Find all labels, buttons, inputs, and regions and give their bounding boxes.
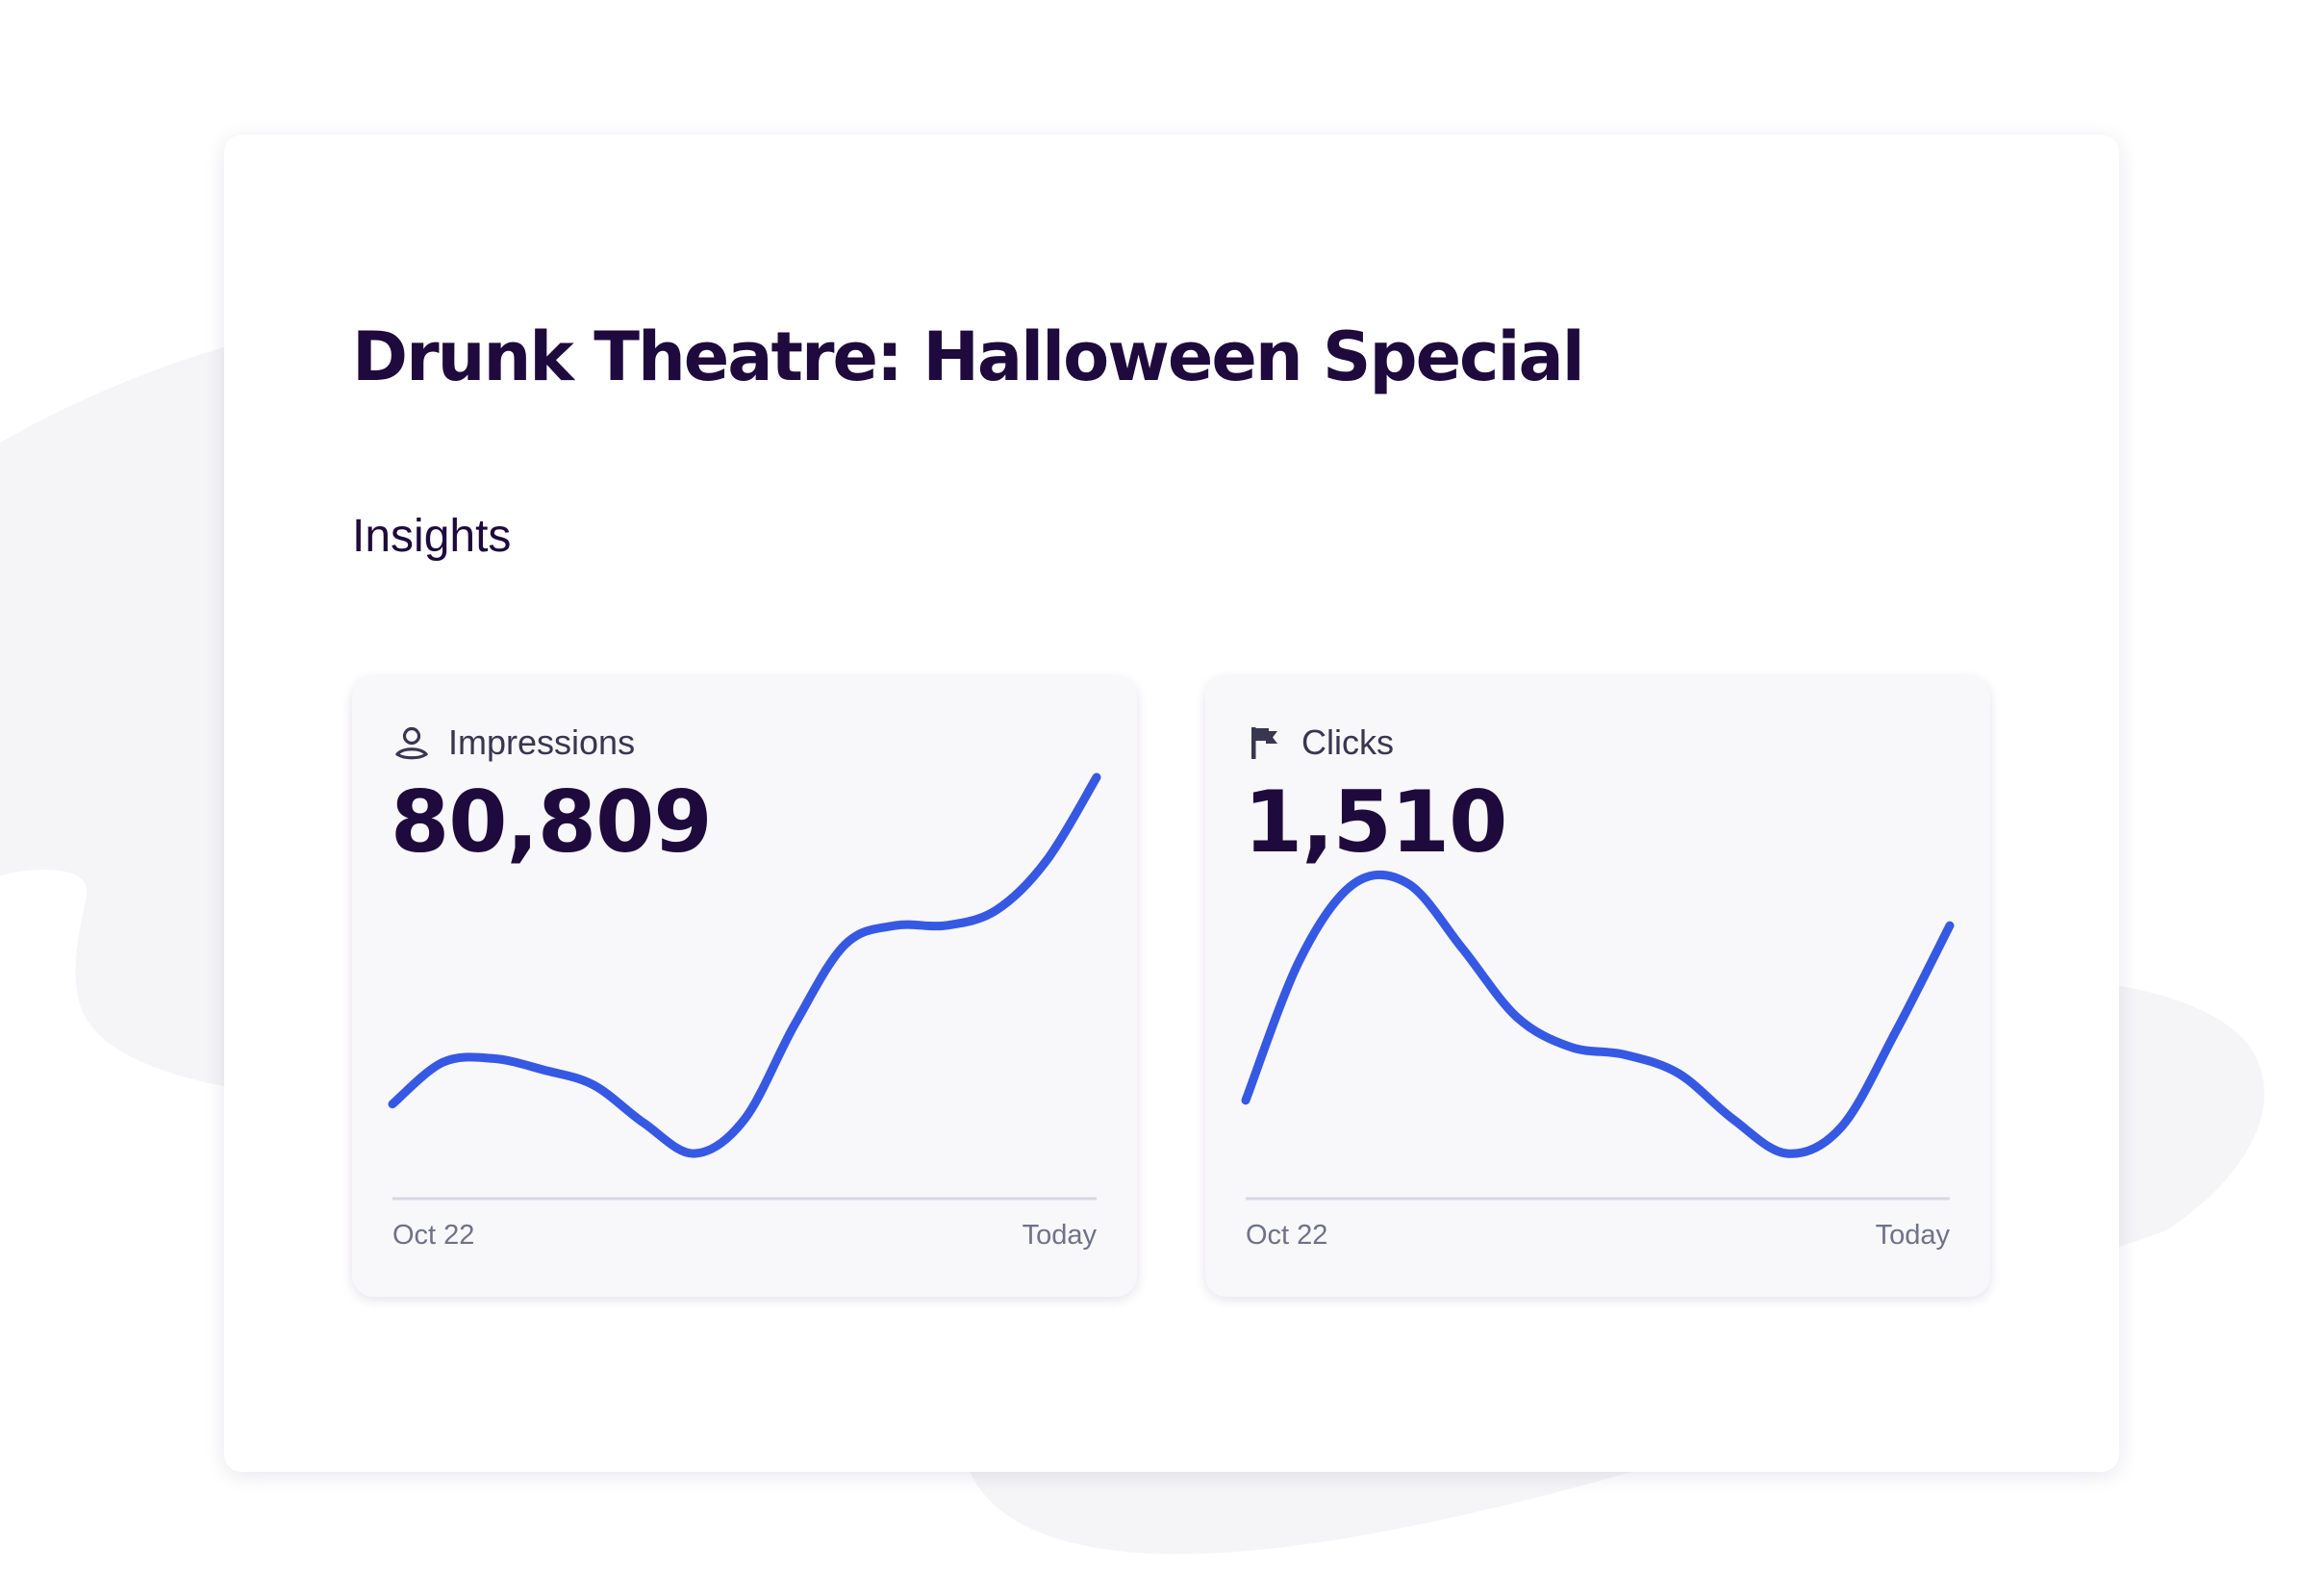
impressions-label: Impressions [448, 722, 636, 762]
event-title: Drunk Theatre: Halloween Special [352, 317, 1585, 396]
clicks-axis-start: Oct 22 [1246, 1220, 1328, 1251]
impressions-axis-start: Oct 22 [392, 1220, 475, 1251]
event-insights-card: Drunk Theatre: Halloween Special Insight… [224, 135, 2119, 1472]
impressions-card[interactable]: Impressions 80,809 Oct 22 Today [352, 676, 1137, 1297]
impressions-header: Impressions [392, 722, 635, 763]
clicks-axis-end: Today [1875, 1220, 1950, 1251]
clicks-label: Clicks [1301, 722, 1394, 762]
trend-line [1241, 870, 1955, 1158]
impressions-trend-chart [388, 772, 1101, 1201]
impressions-value: 80,809 [391, 772, 713, 872]
clicks-trend-chart [1241, 870, 1955, 1201]
flag-icon [1251, 727, 1277, 759]
clicks-header: Clicks [1246, 722, 1394, 763]
trend-line [388, 772, 1101, 1158]
clicks-value: 1,510 [1244, 772, 1507, 872]
person-icon [395, 726, 428, 760]
impressions-axis-end: Today [1022, 1220, 1097, 1251]
clicks-card[interactable]: Clicks 1,510 Oct 22 Today [1205, 676, 1990, 1297]
insights-heading: Insights [352, 511, 512, 562]
